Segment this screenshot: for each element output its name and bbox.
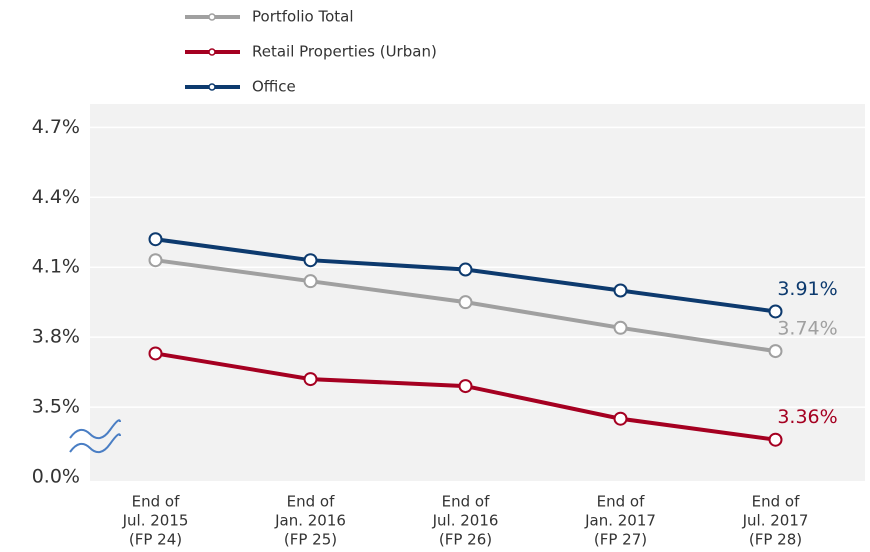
x-tick-label: (FP 27): [594, 531, 647, 549]
y-tick-label: 0.0%: [32, 466, 80, 488]
point-marker: [458, 295, 473, 310]
legend-label: Retail Properties (Urban): [252, 43, 437, 61]
x-tick-label: End of: [132, 493, 180, 511]
point-marker: [768, 304, 783, 319]
point-marker: [148, 253, 163, 268]
x-tick-label: End of: [442, 493, 490, 511]
value-label: 3.74%: [777, 318, 837, 340]
legend-label: Portfolio Total: [252, 8, 354, 26]
value-label: 3.91%: [777, 278, 837, 300]
legend-marker: [208, 13, 216, 21]
axis-break: [69, 419, 121, 454]
x-tick-label: Jul. 2017: [742, 512, 809, 530]
point-marker: [303, 253, 318, 268]
x-tick-label: (FP 25): [284, 531, 337, 549]
point-marker: [613, 283, 628, 298]
legend-label: Office: [252, 78, 296, 96]
y-tick-label: 4.7%: [32, 116, 80, 138]
point-marker: [148, 232, 163, 247]
x-tick-label: Jul. 2016: [432, 512, 499, 530]
x-tick-label: Jan. 2016: [274, 512, 346, 530]
point-marker: [303, 274, 318, 289]
x-tick-label: End of: [752, 493, 800, 511]
point-marker: [613, 320, 628, 335]
y-tick-label: 4.1%: [32, 256, 80, 278]
point-marker: [458, 379, 473, 394]
point-marker: [768, 344, 783, 359]
y-tick-label: 3.5%: [32, 396, 80, 418]
value-label: 3.36%: [777, 406, 837, 428]
point-marker: [148, 346, 163, 361]
point-marker: [613, 411, 628, 426]
x-tick-label: End of: [287, 493, 335, 511]
legend-marker: [208, 48, 216, 56]
x-tick-label: (FP 28): [749, 531, 802, 549]
plot-area: [90, 104, 865, 481]
x-tick-label: (FP 26): [439, 531, 492, 549]
x-tick-label: Jul. 2015: [122, 512, 189, 530]
point-marker: [303, 372, 318, 387]
x-tick-label: (FP 24): [129, 531, 182, 549]
point-marker: [768, 432, 783, 447]
legend-marker: [208, 83, 216, 91]
y-tick-label: 4.4%: [32, 186, 80, 208]
y-tick-label: 3.8%: [32, 326, 80, 348]
point-marker: [458, 262, 473, 277]
x-tick-label: Jan. 2017: [584, 512, 656, 530]
x-tick-label: End of: [597, 493, 645, 511]
